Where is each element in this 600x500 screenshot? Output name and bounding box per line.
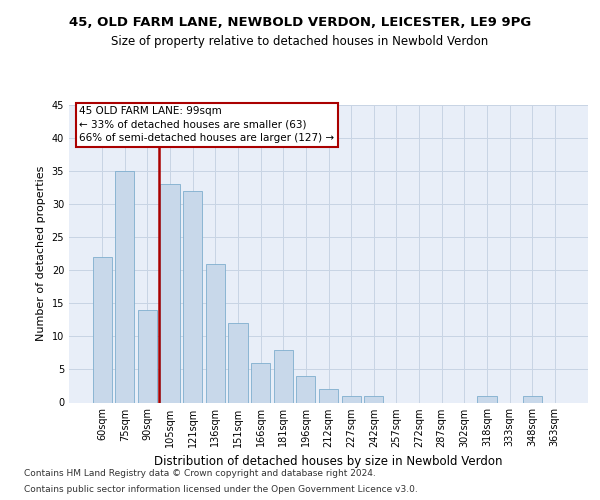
- X-axis label: Distribution of detached houses by size in Newbold Verdon: Distribution of detached houses by size …: [154, 455, 503, 468]
- Text: 45, OLD FARM LANE, NEWBOLD VERDON, LEICESTER, LE9 9PG: 45, OLD FARM LANE, NEWBOLD VERDON, LEICE…: [69, 16, 531, 29]
- Text: Contains HM Land Registry data © Crown copyright and database right 2024.: Contains HM Land Registry data © Crown c…: [24, 470, 376, 478]
- Bar: [477, 396, 497, 402]
- Y-axis label: Number of detached properties: Number of detached properties: [36, 166, 46, 342]
- Bar: [341, 396, 361, 402]
- Bar: [160, 184, 180, 402]
- Bar: [523, 396, 542, 402]
- Bar: [319, 390, 338, 402]
- Bar: [92, 257, 112, 402]
- Bar: [115, 171, 134, 402]
- Bar: [206, 264, 225, 402]
- Text: 45 OLD FARM LANE: 99sqm
← 33% of detached houses are smaller (63)
66% of semi-de: 45 OLD FARM LANE: 99sqm ← 33% of detache…: [79, 106, 335, 143]
- Bar: [229, 323, 248, 402]
- Bar: [251, 363, 270, 403]
- Text: Size of property relative to detached houses in Newbold Verdon: Size of property relative to detached ho…: [112, 34, 488, 48]
- Bar: [183, 191, 202, 402]
- Bar: [364, 396, 383, 402]
- Text: Contains public sector information licensed under the Open Government Licence v3: Contains public sector information licen…: [24, 484, 418, 494]
- Bar: [296, 376, 316, 402]
- Bar: [274, 350, 293, 403]
- Bar: [138, 310, 157, 402]
